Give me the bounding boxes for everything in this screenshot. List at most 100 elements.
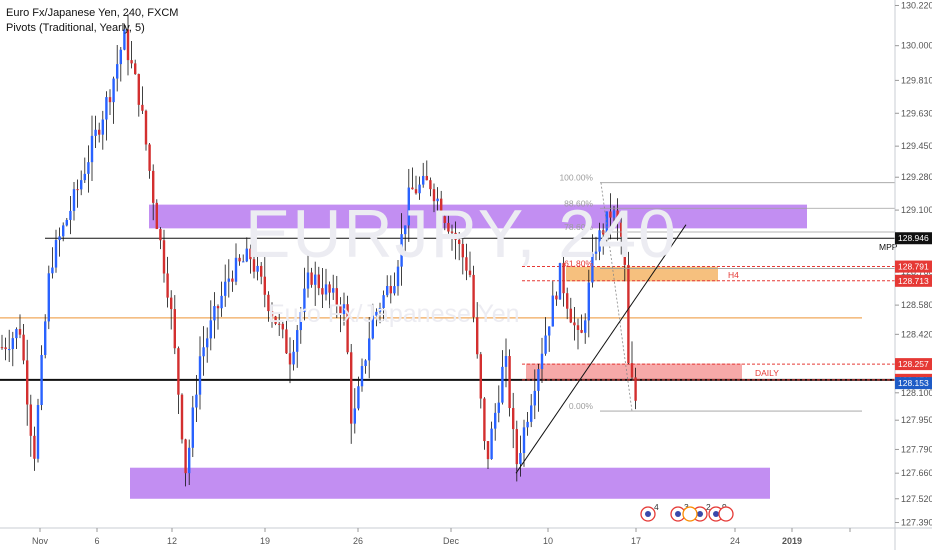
- candle: [206, 327, 209, 363]
- candle: [4, 337, 7, 361]
- time-tick-label: 24: [730, 536, 740, 546]
- price-tick-label: 127.520: [901, 494, 932, 504]
- candle-body: [494, 412, 497, 429]
- candle: [126, 13, 130, 76]
- candle-body: [112, 78, 115, 103]
- candle: [508, 349, 511, 417]
- candle-body: [418, 184, 421, 194]
- candle: [22, 323, 25, 365]
- price-zone: [566, 266, 718, 282]
- candle-body: [213, 306, 216, 321]
- candle: [11, 331, 14, 367]
- candle-body: [346, 304, 349, 353]
- candle: [364, 359, 367, 374]
- candle-body: [616, 210, 619, 223]
- candle-body: [292, 351, 295, 365]
- candle: [443, 213, 446, 231]
- price-tick-label: 127.660: [901, 468, 932, 478]
- candle-body: [101, 119, 104, 135]
- price-label-text: 128.153: [898, 378, 929, 388]
- event-count: 3: [684, 502, 689, 512]
- candle-body: [130, 60, 133, 64]
- candle-body: [591, 253, 594, 283]
- candle: [342, 292, 346, 326]
- candle: [155, 199, 158, 230]
- candle-body: [576, 325, 580, 330]
- candle-body: [155, 202, 158, 230]
- candle: [357, 376, 360, 411]
- candle: [573, 306, 576, 341]
- candle-body: [594, 251, 598, 254]
- price-label-box: [895, 232, 932, 245]
- candle-body: [537, 369, 540, 391]
- chart-title[interactable]: Euro Fx/Japanese Yen, 240, FXCM: [6, 7, 179, 19]
- event-flag-icon: [697, 511, 703, 517]
- candle: [281, 321, 284, 339]
- candle: [216, 304, 220, 330]
- time-tick-label: Dec: [443, 536, 460, 546]
- candle-body: [353, 408, 356, 424]
- candle: [335, 275, 338, 319]
- candle: [551, 281, 554, 327]
- fib-level-label: 78.60%: [564, 222, 593, 232]
- event-icons[interactable]: 4329: [640, 502, 734, 522]
- candle: [324, 268, 328, 301]
- candle-body: [202, 347, 205, 357]
- candle: [116, 44, 119, 92]
- candle-body: [634, 377, 637, 401]
- candle: [620, 216, 623, 255]
- candle: [87, 145, 90, 193]
- candle-body: [18, 329, 22, 335]
- candle-body: [134, 63, 137, 75]
- candle-body: [249, 248, 252, 260]
- event-count: 4: [654, 502, 659, 512]
- price-zone: [130, 467, 770, 499]
- trend-drawings: 100.00% 88.60% 78.60% 61.80% 0.00%: [515, 173, 895, 474]
- candle-body: [483, 398, 486, 442]
- candle-body: [432, 189, 436, 202]
- chart-legend: Euro Fx/Japanese Yen, 240, FXCM Pivots (…: [6, 6, 178, 36]
- candle-body: [414, 189, 418, 194]
- candle-body: [328, 284, 331, 293]
- candle-body: [620, 222, 623, 237]
- candle: [418, 176, 421, 200]
- candle-body: [382, 295, 385, 309]
- candle-body: [8, 349, 11, 351]
- fib-level-label: 0.00%: [569, 401, 594, 411]
- candle: [432, 183, 436, 213]
- candle: [368, 317, 371, 379]
- candle-body: [170, 297, 173, 310]
- candle-body: [458, 239, 461, 244]
- candle: [83, 157, 86, 184]
- candle: [350, 343, 353, 444]
- candle-body: [479, 354, 482, 399]
- candle: [249, 244, 252, 274]
- support-resistance-zones: H4 DAILY: [130, 204, 807, 499]
- time-axis[interactable]: Nov 6 12 19 26 Dec 10 17 24 2019: [0, 527, 932, 546]
- candle-body: [630, 363, 634, 378]
- candle-body: [123, 29, 126, 50]
- indicator-label[interactable]: Pivots (Traditional, Yearly, 5): [6, 22, 145, 34]
- candle-body: [303, 288, 306, 313]
- candle-body: [252, 259, 256, 272]
- candle: [526, 412, 529, 436]
- candle: [339, 297, 342, 333]
- candle-body: [407, 187, 410, 226]
- candle: [321, 267, 324, 309]
- trend-line: [515, 224, 687, 474]
- candle: [627, 251, 630, 365]
- candle: [144, 109, 148, 151]
- candle: [90, 115, 94, 182]
- candle-body: [159, 229, 162, 241]
- price-axis[interactable]: 127.390 127.520 127.660 127.790 127.950 128.1…: [894, 0, 932, 550]
- candle-body: [278, 323, 281, 325]
- candle-body: [627, 264, 630, 364]
- candle: [450, 224, 454, 251]
- candle-body: [411, 187, 414, 190]
- candle-body: [508, 356, 511, 409]
- price-label-box: [895, 358, 932, 371]
- candle-body: [335, 288, 338, 306]
- candle: [486, 441, 490, 469]
- candle: [80, 170, 83, 196]
